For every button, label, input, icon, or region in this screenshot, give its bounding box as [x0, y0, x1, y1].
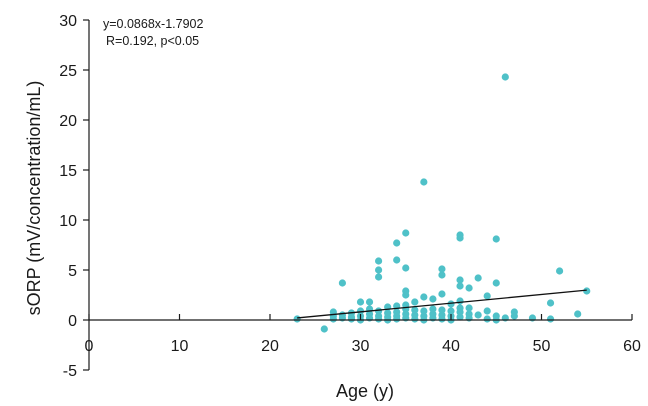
data-point: [546, 315, 555, 323]
data-point: [456, 231, 464, 239]
x-tick-label: 0: [85, 338, 94, 355]
y-tick-label: 5: [68, 263, 77, 280]
data-point: [429, 295, 437, 303]
data-point: [420, 178, 428, 186]
data-point: [402, 229, 410, 237]
data-point: [365, 298, 374, 306]
data-point: [402, 287, 410, 295]
data-point: [465, 304, 473, 312]
data-point: [402, 264, 410, 272]
x-axis-title: Age (y): [336, 381, 394, 401]
data-point: [474, 274, 482, 282]
data-point: [375, 307, 383, 315]
data-point: [465, 310, 473, 318]
correlation-annotation: R=0.192, p<0.05: [106, 34, 199, 48]
y-axis-ticks: -5 0 5 10 15 20 25 30: [59, 13, 89, 380]
equation-annotation: y=0.0868x-1.7902: [103, 17, 203, 31]
y-tick-label: 30: [59, 13, 77, 30]
data-point: [456, 297, 464, 305]
data-point: [320, 325, 328, 333]
data-point: [438, 265, 446, 273]
data-point: [411, 311, 419, 319]
x-tick-label: 20: [261, 338, 279, 355]
data-point: [465, 284, 473, 292]
x-tick-label: 60: [623, 338, 641, 355]
data-point: [456, 304, 464, 312]
data-point: [375, 266, 383, 274]
data-point: [420, 307, 428, 315]
y-axis-title: sORP (mV/concentration/mL): [24, 81, 44, 316]
data-point: [483, 307, 491, 315]
data-point: [393, 239, 401, 247]
x-axis-ticks: 0 10 20 30 40 50 60: [85, 314, 641, 355]
data-point: [438, 311, 446, 319]
data-point: [447, 307, 455, 315]
data-point: [338, 279, 346, 287]
data-point: [293, 315, 301, 323]
data-point: [420, 312, 428, 320]
data-point: [375, 312, 383, 320]
data-point: [492, 235, 500, 243]
data-point: [356, 298, 365, 306]
data-point: [393, 308, 401, 316]
data-point: [483, 292, 491, 300]
data-point: [429, 310, 437, 318]
data-point: [420, 293, 428, 301]
data-point: [393, 256, 401, 264]
data-point: [492, 312, 500, 320]
data-point: [546, 299, 555, 307]
y-tick-label: 25: [59, 63, 77, 80]
data-point: [402, 310, 410, 318]
data-point: [438, 306, 446, 314]
data-point: [438, 290, 446, 298]
data-point: [492, 279, 500, 287]
y-tick-label: -5: [63, 363, 77, 380]
data-point: [583, 287, 591, 295]
y-tick-label: 0: [68, 313, 77, 330]
data-point: [438, 271, 446, 279]
data-point: [456, 282, 464, 290]
data-point: [411, 298, 419, 306]
data-point: [510, 308, 518, 316]
data-point: [429, 305, 437, 313]
data-point: [456, 313, 464, 321]
data-point: [501, 73, 509, 81]
data-point: [338, 311, 346, 319]
data-point: [375, 273, 383, 281]
y-tick-label: 20: [59, 113, 77, 130]
x-tick-label: 10: [171, 338, 189, 355]
data-point: [356, 307, 365, 315]
data-point: [556, 267, 564, 275]
data-point: [375, 257, 383, 265]
x-tick-label: 40: [442, 338, 460, 355]
data-point: [411, 306, 419, 314]
x-tick-label: 50: [533, 338, 551, 355]
data-point: [384, 309, 392, 317]
trendline: [297, 289, 587, 319]
data-point: [365, 310, 374, 318]
data-point: [474, 311, 482, 319]
data-points: [293, 73, 591, 333]
x-tick-label: 30: [352, 338, 370, 355]
data-point: [447, 300, 455, 308]
y-tick-label: 10: [59, 213, 77, 230]
data-point: [456, 276, 464, 284]
y-tick-label: 15: [59, 163, 77, 180]
data-point: [574, 310, 582, 318]
data-point: [483, 315, 491, 323]
